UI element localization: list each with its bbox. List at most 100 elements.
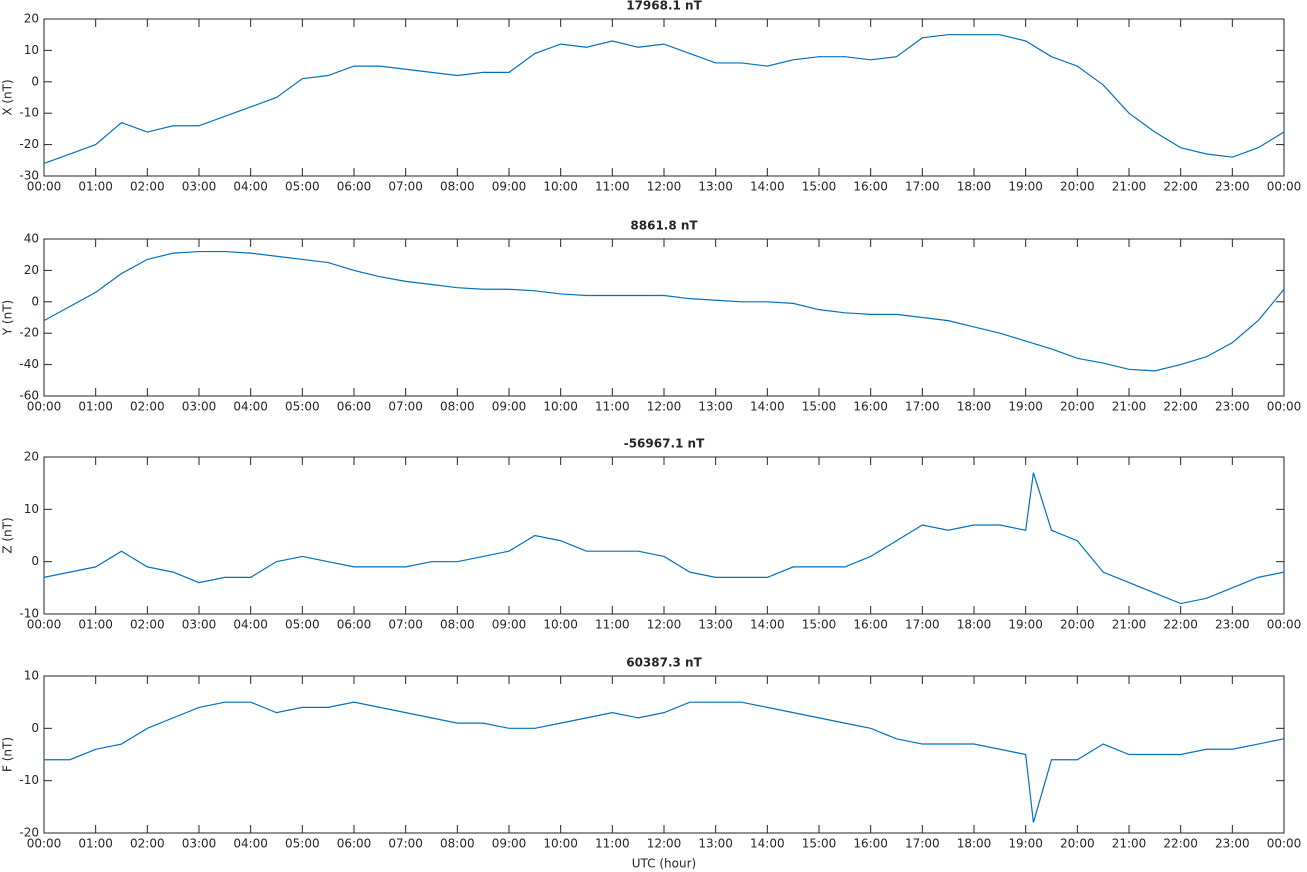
x-tick-label: 08:00 <box>440 618 475 632</box>
x-tick-label: 12:00 <box>647 618 682 632</box>
x-tick-label: 10:00 <box>543 837 578 851</box>
x-tick-label: 08:00 <box>440 837 475 851</box>
x-tick-label: 14:00 <box>750 400 785 414</box>
x-tick-label: 03:00 <box>182 180 217 194</box>
y-tick-label: -40 <box>19 357 39 371</box>
data-line <box>43 250 1285 372</box>
x-tick-label: 01:00 <box>78 837 113 851</box>
x-tick-label: 22:00 <box>1163 400 1198 414</box>
y-tick-label: 0 <box>31 294 39 308</box>
x-tick-label: 13:00 <box>698 180 733 194</box>
x-tick-label: 08:00 <box>440 400 475 414</box>
y-tick-label: 10 <box>24 669 39 683</box>
y-tick-label: 0 <box>31 554 39 568</box>
x-tick-label: 11:00 <box>595 180 630 194</box>
x-tick-label: 00:00 <box>27 180 62 194</box>
x-tick-label: 15:00 <box>802 400 837 414</box>
data-line <box>43 34 1285 165</box>
y-tick-label: -10 <box>19 607 39 621</box>
x-tick-label: 02:00 <box>130 400 165 414</box>
x-tick-label: 02:00 <box>130 837 165 851</box>
x-tick-label: 18:00 <box>957 180 992 194</box>
x-tick-label: 03:00 <box>182 618 217 632</box>
x-tick-label: 00:00 <box>1267 400 1302 414</box>
x-tick-label: 18:00 <box>957 400 992 414</box>
x-tick-label: 01:00 <box>78 618 113 632</box>
y-tick-label: -30 <box>19 169 39 183</box>
axes-box <box>43 238 1285 397</box>
x-tick-label: 06:00 <box>337 180 372 194</box>
x-tick-label: 05:00 <box>285 837 320 851</box>
axes-title: 8861.8 nT <box>630 219 698 233</box>
x-tick-label: 13:00 <box>698 400 733 414</box>
x-tick-label: 17:00 <box>905 837 940 851</box>
x-tick-label: 02:00 <box>130 180 165 194</box>
x-tick-label: 16:00 <box>853 618 888 632</box>
axes-box <box>43 18 1285 177</box>
x-tick-label: 17:00 <box>905 180 940 194</box>
x-tick-label: 11:00 <box>595 618 630 632</box>
x-tick-label: 23:00 <box>1215 400 1250 414</box>
x-tick-label: 21:00 <box>1112 400 1147 414</box>
x-tick-label: 21:00 <box>1112 618 1147 632</box>
y-axis-label: Y (nT) <box>1 300 15 336</box>
x-tick-label: 07:00 <box>388 837 423 851</box>
x-tick-label: 21:00 <box>1112 837 1147 851</box>
x-tick-label: 16:00 <box>853 837 888 851</box>
axes-box <box>43 456 1285 615</box>
x-tick-label: 09:00 <box>492 180 527 194</box>
x-tick-label: 07:00 <box>388 618 423 632</box>
y-tick-label: -20 <box>19 826 39 840</box>
y-tick-label: 10 <box>24 43 39 57</box>
x-tick-label: 09:00 <box>492 400 527 414</box>
x-tick-label: 15:00 <box>802 180 837 194</box>
y-axis-label: X (nT) <box>1 79 15 115</box>
x-tick-label: 00:00 <box>1267 180 1302 194</box>
x-tick-label: 08:00 <box>440 180 475 194</box>
x-tick-label: 23:00 <box>1215 837 1250 851</box>
x-tick-label: 23:00 <box>1215 618 1250 632</box>
x-tick-label: 14:00 <box>750 618 785 632</box>
data-line <box>44 701 1285 823</box>
x-tick-label: 06:00 <box>337 837 372 851</box>
x-tick-label: 20:00 <box>1060 180 1095 194</box>
x-tick-label: 20:00 <box>1060 400 1095 414</box>
y-tick-label: -60 <box>19 389 39 403</box>
x-tick-label: 05:00 <box>285 400 320 414</box>
x-tick-label: 09:00 <box>492 837 527 851</box>
x-axis-label: UTC (hour) <box>632 857 696 871</box>
x-tick-label: 21:00 <box>1112 180 1147 194</box>
x-tick-label: 23:00 <box>1215 180 1250 194</box>
x-tick-label: 22:00 <box>1163 618 1198 632</box>
x-tick-label: 05:00 <box>285 618 320 632</box>
y-tick-label: -10 <box>19 773 39 787</box>
x-tick-label: 01:00 <box>78 400 113 414</box>
x-tick-label: 19:00 <box>1008 180 1043 194</box>
x-tick-label: 04:00 <box>233 618 268 632</box>
data-line <box>43 472 1285 605</box>
x-tick-label: 19:00 <box>1008 837 1043 851</box>
x-tick-label: 20:00 <box>1060 837 1095 851</box>
x-tick-label: 17:00 <box>905 618 940 632</box>
axes-title: 17968.1 nT <box>626 0 702 13</box>
x-tick-label: 00:00 <box>1267 837 1302 851</box>
x-tick-label: 11:00 <box>595 837 630 851</box>
x-tick-label: 00:00 <box>27 618 62 632</box>
x-tick-label: 00:00 <box>27 400 62 414</box>
x-tick-label: 09:00 <box>492 618 527 632</box>
y-tick-label: -20 <box>19 137 39 151</box>
x-tick-label: 07:00 <box>388 180 423 194</box>
x-tick-label: 06:00 <box>337 400 372 414</box>
x-tick-label: 03:00 <box>182 400 217 414</box>
x-tick-label: 11:00 <box>595 400 630 414</box>
y-axis-label: Z (nT) <box>1 517 15 553</box>
axes-box <box>43 675 1285 834</box>
x-tick-label: 20:00 <box>1060 618 1095 632</box>
y-tick-label: 20 <box>24 12 39 26</box>
x-tick-label: 00:00 <box>1267 618 1302 632</box>
x-tick-label: 18:00 <box>957 618 992 632</box>
y-tick-label: -10 <box>19 106 39 120</box>
x-tick-label: 16:00 <box>853 180 888 194</box>
x-tick-label: 19:00 <box>1008 400 1043 414</box>
